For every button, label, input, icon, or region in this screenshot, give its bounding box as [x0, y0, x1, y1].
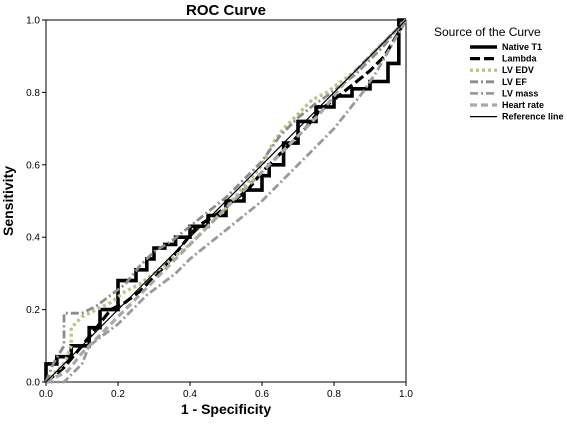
- series-layer: [44, 18, 408, 384]
- x-tick-label: 0.0: [39, 389, 53, 400]
- legend-label-lv-edv: LV EDV: [502, 65, 534, 75]
- x-tick-label: 0.4: [183, 389, 197, 400]
- legend-label-native-t1: Native T1: [502, 42, 542, 52]
- axis-layer: 0.0 0.2 0.4 0.6 0.8 1.0 0.0 0.2 0.4 0.6 0.8 1.0: [26, 16, 413, 401]
- legend-label-lambda: Lambda: [502, 54, 538, 64]
- y-tick-label: 0.4: [26, 233, 40, 244]
- x-tick-label: 1.0: [399, 389, 413, 400]
- x-tick-label: 0.6: [255, 389, 269, 400]
- series-line-native-t1: [44, 18, 406, 382]
- legend-label-reference-line: Reference line: [502, 112, 564, 122]
- chart-title: ROC Curve: [186, 2, 266, 19]
- series-line-lambda: [44, 19, 408, 384]
- series-line-lv-mass: [46, 19, 408, 384]
- series-line-reference-line: [45, 19, 407, 383]
- x-axis-label: 1 - Specificity: [181, 401, 271, 417]
- x-tick-label: 0.2: [111, 389, 125, 400]
- y-tick-label: 0.2: [26, 305, 40, 316]
- y-tick-label: 0.8: [26, 88, 40, 99]
- y-axis-label: Sensitivity: [0, 166, 16, 236]
- legend-label-lv-ef: LV EF: [502, 77, 527, 87]
- y-tick-label: 0.0: [26, 378, 40, 389]
- legend-title: Source of the Curve: [434, 25, 541, 39]
- legend-label-lv-mass: LV mass: [502, 88, 538, 98]
- y-tick-label: 1.0: [26, 16, 40, 27]
- series-line-lv-ef: [44, 19, 407, 383]
- y-tick-label: 0.6: [26, 160, 40, 171]
- legend-label-heart-rate: Heart rate: [502, 100, 544, 110]
- x-tick-label: 0.8: [327, 389, 341, 400]
